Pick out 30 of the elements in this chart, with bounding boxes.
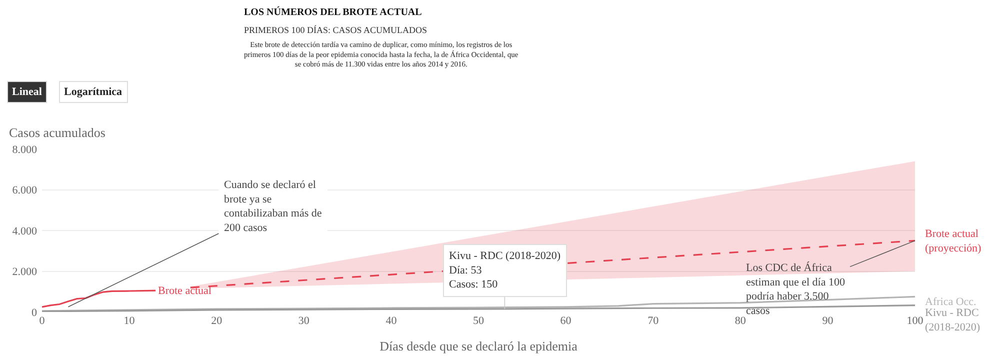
series-label: Brote actual <box>158 285 212 297</box>
x-tick-label: 100 <box>906 315 924 327</box>
x-tick-label: 70 <box>648 315 660 327</box>
series-label: Brote actual (proyección) <box>925 228 982 254</box>
series-label: Kivu - RDC (2018-2020) <box>925 307 980 334</box>
y-tick-label: 2.000 <box>12 266 38 278</box>
x-tick-label: 10 <box>124 315 136 327</box>
y-tick-label: 4.000 <box>12 225 38 238</box>
text: Logarítmica <box>64 86 123 98</box>
text: Lineal <box>12 86 42 98</box>
y-axis-title: Casos acumulados <box>9 125 106 140</box>
y-tick-label: 0 <box>32 306 38 319</box>
x-axis-title: Días desde que se declaró la epidemia <box>380 338 578 354</box>
series-label: Africa Occ. <box>925 296 977 308</box>
y-tick-label: 8.000 <box>12 144 38 156</box>
x-tick-label: 80 <box>734 315 746 327</box>
chart-title: LOS NÚMEROS DEL BROTE ACTUAL <box>244 6 422 18</box>
chart-subtitle: PRIMEROS 100 DÍAS: CASOS ACUMULADOS <box>244 25 428 35</box>
x-tick-label: 50 <box>473 315 484 327</box>
annotation: Los CDC de África estiman que el día 100 podría haber 3.500 casos <box>746 261 846 317</box>
x-tick-label: 30 <box>298 315 310 327</box>
x-tick-label: 90 <box>822 315 834 327</box>
annotation: Kivu - RDC (2018-2020) Día: 53 Casos: 150 <box>449 250 561 291</box>
x-tick-label: 60 <box>560 315 572 327</box>
annotation: Cuando se declaró el brote ya se contabilizaban más de 200 casos <box>224 179 322 234</box>
x-tick-label: 20 <box>211 315 223 327</box>
x-tick-label: 0 <box>39 315 46 327</box>
y-tick-label: 6.000 <box>12 184 38 197</box>
x-tick-label: 40 <box>386 315 398 327</box>
line-series <box>42 290 156 308</box>
